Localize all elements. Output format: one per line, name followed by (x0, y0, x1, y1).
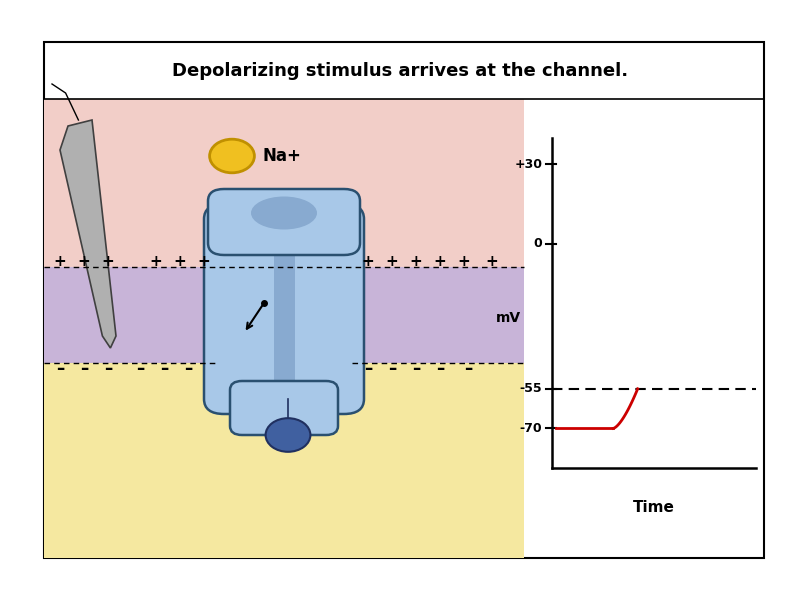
Text: –: – (436, 360, 444, 378)
Text: +: + (54, 254, 66, 269)
Text: +: + (434, 254, 446, 269)
Bar (274, 225, 294, 393)
Bar (44, 42, 764, 558)
Text: mV: mV (495, 311, 521, 325)
Text: +30: +30 (514, 158, 542, 171)
Text: +: + (386, 254, 398, 269)
Text: Depolarizing stimulus arrives at the channel.: Depolarizing stimulus arrives at the cha… (172, 61, 628, 79)
Bar (44, 267, 524, 363)
Text: +: + (102, 254, 114, 269)
FancyBboxPatch shape (230, 381, 338, 435)
Text: +: + (410, 254, 422, 269)
Text: –: – (104, 360, 112, 378)
Bar (44, 99, 524, 267)
Text: -70: -70 (520, 422, 542, 435)
Text: –: – (464, 360, 472, 378)
Text: –: – (184, 360, 192, 378)
Text: –: – (364, 360, 372, 378)
Text: +: + (458, 254, 470, 269)
Circle shape (210, 139, 254, 173)
Ellipse shape (251, 196, 317, 229)
Text: +: + (78, 254, 90, 269)
Text: –: – (80, 360, 88, 378)
Text: –: – (136, 360, 144, 378)
Text: +: + (362, 254, 374, 269)
Text: +: + (174, 254, 186, 269)
Text: Time: Time (633, 499, 675, 514)
Circle shape (266, 418, 310, 452)
Polygon shape (60, 120, 116, 348)
FancyBboxPatch shape (204, 204, 287, 414)
FancyBboxPatch shape (208, 189, 360, 255)
FancyBboxPatch shape (281, 204, 364, 414)
Text: +: + (486, 254, 498, 269)
Bar (552, 138, 756, 468)
Text: –: – (56, 360, 64, 378)
Text: +: + (150, 254, 162, 269)
Text: –: – (160, 360, 168, 378)
Text: –: – (388, 360, 396, 378)
Text: -55: -55 (520, 382, 542, 395)
Text: +: + (198, 254, 210, 269)
Text: –: – (412, 360, 420, 378)
Bar (44, 363, 524, 558)
Text: Na+: Na+ (262, 147, 302, 165)
Text: 0: 0 (534, 237, 542, 250)
